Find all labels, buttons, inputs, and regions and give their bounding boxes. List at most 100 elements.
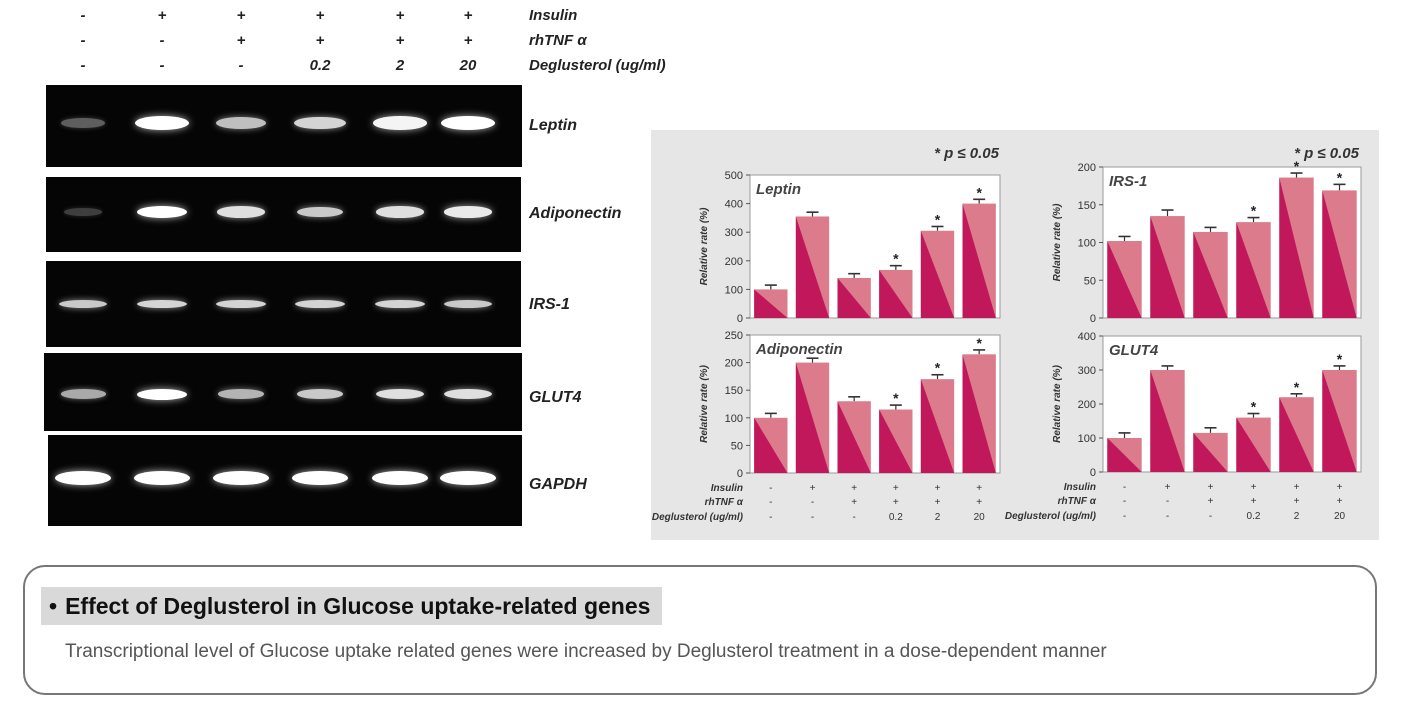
- significance-star: *: [935, 360, 941, 376]
- bar-shade: [962, 354, 996, 473]
- condition-value: +: [315, 32, 325, 49]
- chart-panel: 0 100 200 300 400 500 Relative rate (%) Leptin *…: [651, 130, 1379, 540]
- y-tick-label: 200: [725, 358, 743, 370]
- condition-row: - - + + + + rhTNF α: [0, 32, 700, 52]
- y-tick-label: 100: [725, 284, 743, 296]
- condition-value: +: [236, 7, 246, 24]
- condition-value: 0.2: [309, 57, 331, 74]
- chart-condition-value: +: [893, 497, 899, 508]
- condition-value: +: [315, 7, 325, 24]
- chart-condition-value: -: [1123, 511, 1126, 522]
- gel-band: [55, 471, 111, 485]
- gel-band: [440, 471, 496, 485]
- gel-band: [372, 471, 428, 485]
- condition-value: +: [157, 7, 167, 24]
- y-tick-label: 200: [1078, 399, 1096, 411]
- y-tick-label: 300: [1078, 365, 1096, 377]
- chart-condition-value: +: [1294, 496, 1300, 507]
- bar-shade: [795, 362, 830, 473]
- chart-0: 0 100 200 300 400 500 Relative rate (%) Leptin *…: [699, 145, 1001, 325]
- bar-shade: [1150, 216, 1185, 318]
- chart-condition-value: +: [851, 497, 857, 508]
- bar-shade: [1107, 240, 1142, 318]
- gel-band: [135, 116, 189, 130]
- chart-condition-label: rhTNF α: [1058, 496, 1097, 507]
- bar-shade: [1236, 222, 1271, 318]
- significance-star: *: [976, 184, 982, 200]
- condition-value: 20: [459, 57, 477, 74]
- condition-value: 2: [395, 57, 405, 74]
- significance-star: *: [1251, 203, 1257, 219]
- chart-condition-label: Deglusterol (ug/ml): [1005, 511, 1097, 522]
- bar-shade: [1279, 177, 1314, 318]
- summary-box: • Effect of Deglusterol in Glucose uptak…: [23, 565, 1377, 695]
- significance-star: *: [893, 390, 899, 406]
- y-tick-label: 200: [725, 256, 743, 268]
- chart-condition-value: +: [935, 483, 941, 494]
- bar-shade: [1236, 417, 1271, 472]
- condition-value: +: [463, 7, 473, 24]
- bar-shade: [1193, 432, 1228, 472]
- gel-label: GAPDH: [529, 476, 587, 493]
- y-tick-label: 100: [725, 413, 743, 425]
- condition-value: -: [80, 32, 86, 49]
- plot-area: [749, 174, 1001, 319]
- y-tick-label: 200: [1078, 162, 1096, 174]
- chart-condition-value: 0.2: [889, 512, 903, 523]
- significance-star: *: [1294, 379, 1300, 395]
- chart-condition-value: +: [1165, 482, 1171, 493]
- y-tick-label: 400: [725, 199, 743, 211]
- significance-star: *: [1337, 169, 1343, 185]
- chart-condition-value: 0.2: [1247, 511, 1261, 522]
- y-tick-label: 400: [1078, 331, 1096, 343]
- condition-value: +: [395, 32, 405, 49]
- gel-band: [373, 116, 427, 130]
- chart-condition-value: 20: [974, 512, 986, 523]
- condition-value: -: [159, 32, 165, 49]
- bar-shade: [1322, 370, 1357, 472]
- chart-condition-value: -: [1123, 482, 1126, 493]
- y-tick-label: 0: [737, 313, 743, 325]
- chart-condition-value: +: [1251, 482, 1257, 493]
- chart-condition-value: +: [1208, 496, 1214, 507]
- gel-band: [137, 388, 187, 400]
- y-tick-label: 0: [1090, 467, 1096, 479]
- gel-image: [46, 177, 521, 252]
- y-tick-label: 150: [1078, 200, 1096, 212]
- gel-band: [375, 388, 425, 400]
- chart-condition-value: 2: [935, 512, 941, 523]
- summary-title: Effect of Deglusterol in Glucose uptake-…: [65, 592, 651, 619]
- chart-condition-label: Insulin: [1064, 482, 1096, 493]
- bullet-icon: •: [49, 592, 58, 619]
- chart-title: Adiponectin: [755, 341, 843, 358]
- chart-condition-value: -: [811, 512, 814, 523]
- condition-label: Insulin: [529, 7, 578, 24]
- y-tick-label: 100: [1078, 433, 1096, 445]
- gel-band: [443, 206, 493, 218]
- condition-label: rhTNF α: [529, 32, 587, 49]
- significance-star: *: [935, 211, 941, 227]
- y-axis-label: Relative rate (%): [1052, 364, 1063, 442]
- chart-title: Leptin: [756, 181, 801, 198]
- gel-band: [296, 206, 344, 218]
- chart-condition-value: -: [1209, 511, 1212, 522]
- y-tick-label: 100: [1078, 238, 1096, 250]
- chart-1: 0 50 100 150 200 Relative rate (%) IRS-1 * p ≤ …: [1052, 145, 1362, 325]
- chart-condition-value: -: [769, 497, 772, 508]
- chart-condition-value: +: [810, 483, 816, 494]
- y-tick-label: 150: [725, 385, 743, 397]
- gel-band: [134, 471, 190, 485]
- chart-condition-value: +: [893, 483, 899, 494]
- condition-row: - - - 0.2 2 20 Deglusterol (ug/ml): [0, 57, 700, 77]
- bar-shade: [920, 379, 955, 473]
- y-tick-label: 50: [1084, 275, 1096, 287]
- significance-star: *: [1337, 351, 1343, 367]
- gel-band: [292, 471, 348, 485]
- chart-condition-value: +: [1294, 482, 1300, 493]
- chart-condition-label: rhTNF α: [705, 497, 744, 508]
- gel-band: [216, 206, 266, 218]
- chart-condition-value: 20: [1334, 511, 1346, 522]
- bar-shade: [1193, 231, 1228, 318]
- gel-band: [375, 206, 425, 218]
- chart-condition-label: Deglusterol (ug/ml): [652, 512, 744, 523]
